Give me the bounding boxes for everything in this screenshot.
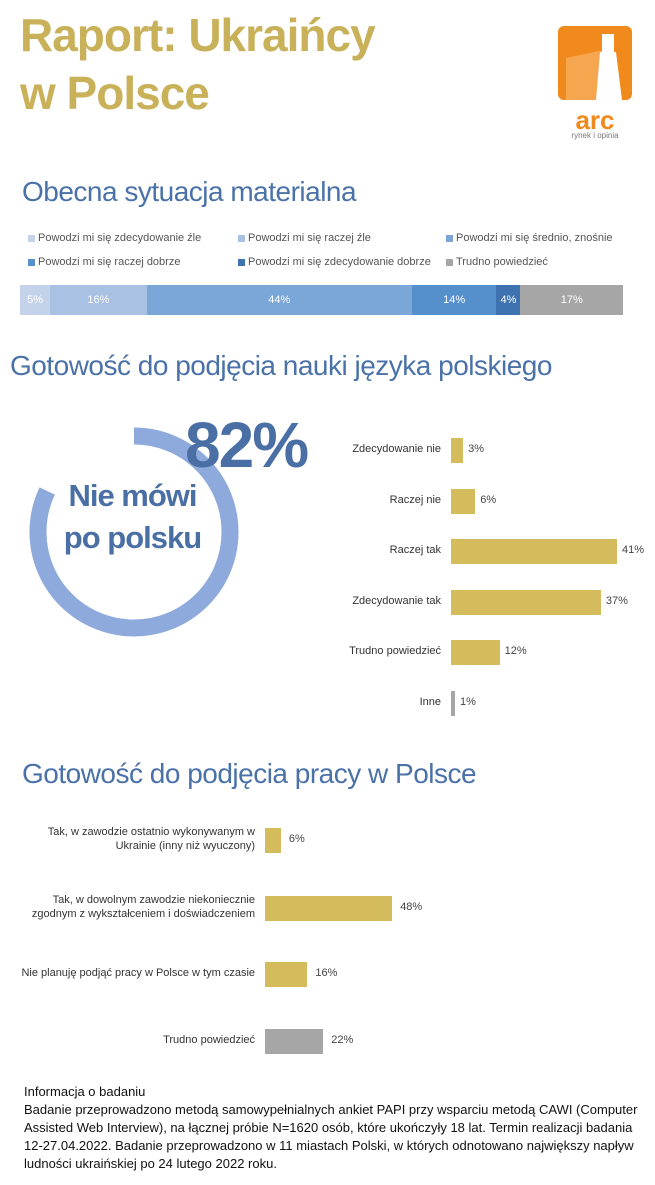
legend-item: Powodzi mi się zdecydowanie dobrze: [238, 256, 431, 268]
legend-label: Powodzi mi się raczej dobrze: [38, 256, 181, 268]
bar-value-label: 6%: [288, 833, 305, 845]
bar-category-label: Zdecydowanie nie: [352, 443, 441, 455]
info-title: Informacja o badaniu: [24, 1084, 146, 1099]
section-title-work: Gotowość do podjęcia pracy w Polsce: [22, 758, 477, 789]
bar-value-label: 37%: [605, 594, 628, 607]
legend-item: Trudno powiedzieć: [446, 256, 548, 268]
highlight-text-line2: po polsku: [63, 520, 202, 555]
legend-item: Powodzi mi się raczej źle: [238, 232, 371, 244]
legend-label: Powodzi mi się zdecydowanie źle: [38, 232, 202, 244]
info-text: Badanie przeprowadzono metodą samowypełn…: [24, 1102, 638, 1171]
logo-subtext: rynek i opinia: [571, 131, 619, 140]
highlight-text: Nie mówi po polsku: [50, 475, 215, 559]
legend-label: Powodzi mi się raczej źle: [248, 232, 371, 244]
legend-swatch: [238, 258, 245, 266]
bar-category-label: Nie planuję podjąć pracy w Polsce w tym …: [21, 967, 255, 979]
bar-value-label: 3%: [468, 443, 485, 455]
bar: [451, 539, 618, 564]
legend-swatch: [238, 234, 245, 242]
legend-label: Trudno powiedzieć: [456, 256, 548, 268]
bar-value-label: 22%: [331, 1034, 354, 1046]
bar: [265, 1029, 324, 1054]
stacked-segment: 14%: [411, 285, 497, 315]
bar: [451, 438, 464, 463]
legend-item: Powodzi mi się raczej dobrze: [28, 256, 180, 268]
bar-value-label: 41%: [622, 544, 645, 556]
stacked-segment: 44%: [146, 285, 412, 315]
bar: [451, 488, 476, 514]
legend-swatch: [446, 258, 453, 266]
bar-category-label: zgodnym z wykształceniem i doświadczenie…: [31, 908, 255, 920]
bar: [451, 589, 601, 615]
bar: [451, 640, 500, 665]
legend-label: Powodzi mi się zdecydowanie dobrze: [248, 256, 431, 268]
study-info: Informacja o badaniu Badanie przeprowadz…: [24, 1083, 644, 1173]
bar-value-label: 1%: [460, 695, 476, 708]
bar-category-label: Ukrainie (inny niż wyuczony): [115, 840, 255, 852]
donut-chart: [29, 427, 239, 637]
bar: [265, 896, 393, 921]
bar-category-label: Trudno powiedzieć: [163, 1034, 255, 1046]
bar-value-label: 48%: [400, 901, 423, 913]
bar-category-label: Tak, w zawodzie ostatnio wykonywanym w: [47, 826, 255, 838]
bar: [265, 962, 308, 987]
bar-value-label: 12%: [504, 645, 527, 657]
stacked-segment: 4%: [496, 285, 521, 315]
bar-category-label: Trudno powiedzieć: [349, 645, 441, 657]
report-title-line1: Raport: Ukraińcy: [20, 9, 376, 61]
stacked-segment: 17%: [520, 285, 623, 315]
section-title-language: Gotowość do podjęcia nauki języka polski…: [10, 350, 552, 381]
bar-category-label: Inne: [419, 695, 441, 708]
legend-label: Powodzi mi się średnio, znośnie: [456, 232, 613, 244]
stacked-segment: 16%: [50, 285, 147, 315]
bar-category-label: Raczej tak: [389, 544, 441, 556]
lighthouse-logo-icon: [558, 26, 632, 100]
stacked-segment: 5%: [20, 285, 51, 315]
bar-value-label: 16%: [315, 967, 338, 979]
arc-logo: arc rynek i opinia: [556, 24, 634, 140]
bar: [451, 690, 456, 716]
highlight-text-line1: Nie mówi: [68, 478, 197, 513]
section-title-material: Obecna sytuacja materialna: [22, 176, 357, 207]
legend-item: Powodzi mi się zdecydowanie źle: [28, 232, 201, 244]
report-title-line2: w Polsce: [20, 67, 210, 119]
legend-item: Powodzi mi się średnio, znośnie: [446, 232, 613, 244]
legend-swatch: [28, 258, 35, 266]
bar-value-label: 6%: [480, 493, 497, 506]
bar-category-label: Zdecydowanie tak: [352, 594, 441, 607]
bar-category-label: Tak, w dowolnym zawodzie niekoniecznie: [52, 894, 255, 906]
highlight-value: 82%: [185, 409, 309, 481]
legend-swatch: [28, 234, 35, 242]
bar-category-label: Raczej nie: [389, 493, 441, 506]
donut-ring: [29, 427, 239, 637]
logo-text: arc: [575, 105, 615, 135]
legend-swatch: [446, 234, 453, 242]
bar: [265, 828, 281, 853]
